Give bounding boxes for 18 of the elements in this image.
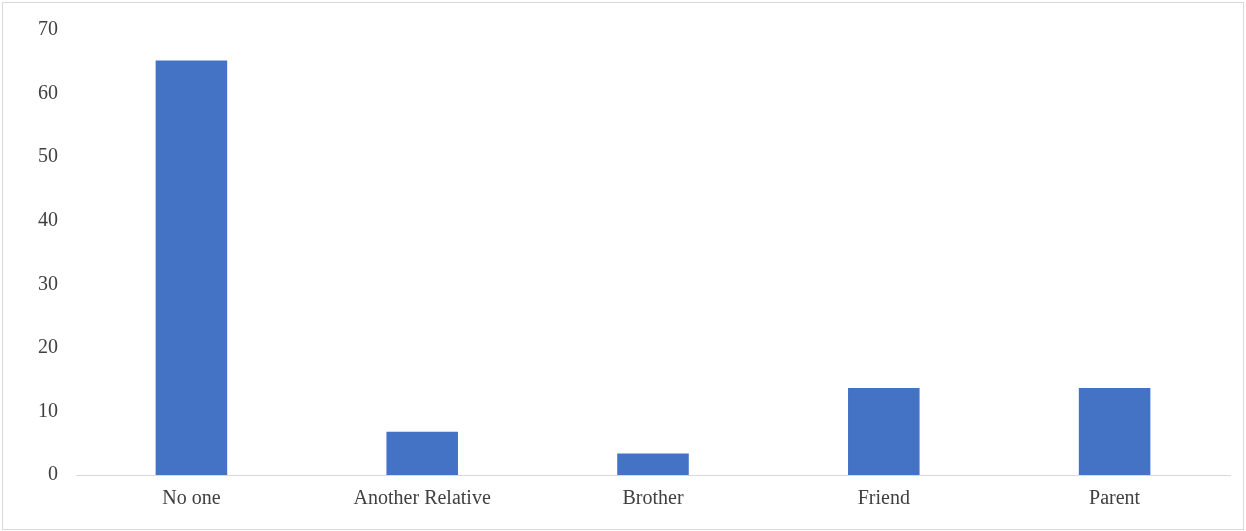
- y-tick-label: 10: [38, 398, 58, 421]
- bar: [155, 60, 228, 475]
- y-tick-label: 40: [38, 207, 58, 230]
- bar: [617, 453, 689, 475]
- x-tick-label: Parent: [1089, 486, 1141, 509]
- y-tick-label: 20: [38, 335, 58, 358]
- y-tick-label: 30: [38, 271, 58, 294]
- y-tick-label: 50: [38, 144, 58, 167]
- bar: [1078, 387, 1151, 475]
- y-tick-label: 60: [38, 80, 58, 103]
- x-tick-label: Friend: [857, 486, 910, 509]
- y-tick-label: 70: [38, 17, 58, 40]
- x-tick-label: Brother: [622, 486, 684, 509]
- bar: [848, 387, 920, 475]
- x-tick-label: No one: [162, 486, 221, 509]
- x-tick-label: Another Relative: [353, 486, 491, 509]
- bar: [386, 431, 458, 475]
- y-tick-label: 0: [48, 462, 58, 485]
